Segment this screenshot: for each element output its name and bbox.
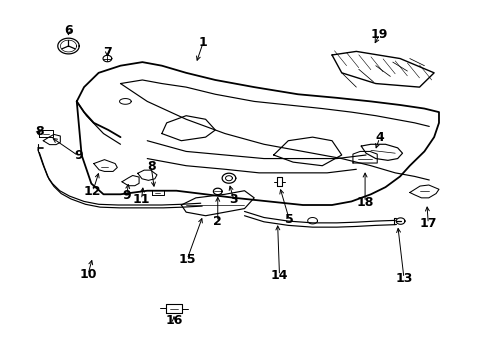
- Text: 9: 9: [122, 189, 131, 202]
- Text: 18: 18: [356, 195, 373, 209]
- Text: 16: 16: [165, 314, 183, 327]
- Text: 2: 2: [213, 215, 222, 228]
- Text: 6: 6: [64, 24, 73, 37]
- Text: 3: 3: [229, 193, 238, 206]
- Text: 14: 14: [270, 269, 287, 282]
- Text: 9: 9: [74, 149, 82, 162]
- Text: 19: 19: [370, 28, 387, 41]
- Text: 1: 1: [199, 36, 207, 49]
- Text: 15: 15: [178, 253, 196, 266]
- Text: 4: 4: [374, 131, 383, 144]
- Text: 13: 13: [394, 272, 412, 285]
- Text: 10: 10: [79, 268, 97, 281]
- Text: 17: 17: [419, 217, 436, 230]
- Text: 8: 8: [35, 125, 43, 138]
- Text: 8: 8: [146, 160, 155, 173]
- Text: 5: 5: [285, 213, 293, 226]
- Text: 11: 11: [132, 193, 150, 206]
- Text: 12: 12: [84, 185, 102, 198]
- Text: 7: 7: [103, 46, 112, 59]
